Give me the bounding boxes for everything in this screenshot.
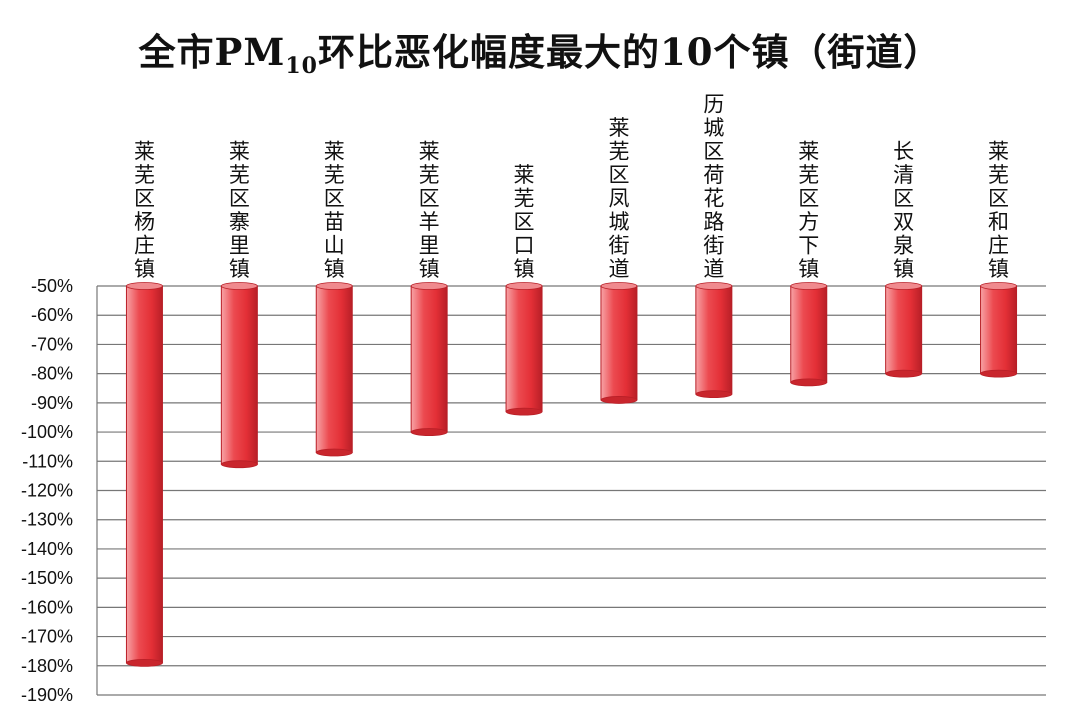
chart-title-main: 全市PM — [138, 30, 286, 74]
category-label: 历城区荷花路街道 — [703, 93, 724, 282]
bar — [980, 282, 1018, 378]
y-tick-label: -190% — [21, 685, 73, 705]
category-labels: 莱芜区杨庄镇 莱芜区寨里镇 莱芜区苗山镇 莱芜区羊里镇 莱芜区口镇 莱芜区凤城街道 历城区荷… — [134, 93, 1009, 282]
category-label: 长清区双泉镇 — [893, 140, 914, 282]
category-label: 莱芜区杨庄镇 — [134, 140, 155, 282]
chart-title-rest: 环比恶化幅度最大的10个镇（街道） — [317, 30, 942, 74]
y-tick-label: -180% — [21, 656, 73, 676]
category-label: 莱芜区苗山镇 — [324, 140, 345, 282]
y-tick-label: -90% — [31, 393, 73, 413]
bar — [410, 282, 448, 436]
bars — [125, 282, 1018, 667]
y-tick-label: -70% — [31, 334, 73, 354]
category-label: 莱芜区寨里镇 — [229, 140, 250, 282]
y-tick-label: -170% — [21, 627, 73, 647]
bar — [695, 282, 733, 398]
category-label: 莱芜区口镇 — [514, 163, 535, 281]
bar — [790, 282, 828, 387]
bar — [600, 282, 638, 404]
bar — [220, 282, 258, 469]
y-tick-label: -160% — [21, 597, 73, 617]
y-tick-label: -140% — [21, 539, 73, 559]
y-tick-label: -60% — [31, 305, 73, 325]
y-axis-ticks: -50% -60% -70% -80% -90% -100% -110% -120% -130%… — [21, 276, 73, 705]
y-tick-label: -100% — [21, 422, 73, 442]
y-tick-label: -130% — [21, 510, 73, 530]
bar — [315, 282, 353, 457]
y-tick-label: -50% — [31, 276, 73, 296]
category-label: 莱芜区和庄镇 — [988, 140, 1009, 282]
chart-title: 全市PM10环比恶化幅度最大的10个镇（街道） — [0, 22, 1080, 79]
category-label: 莱芜区凤城街道 — [608, 116, 629, 281]
bar — [125, 282, 163, 667]
chart-title-subscript: 10 — [285, 53, 318, 79]
bar — [885, 282, 923, 378]
y-tick-label: -150% — [21, 568, 73, 588]
bar — [505, 282, 543, 416]
y-tick-label: -80% — [31, 364, 73, 384]
category-label: 莱芜区方下镇 — [798, 140, 819, 282]
category-label: 莱芜区羊里镇 — [419, 140, 440, 282]
y-tick-label: -110% — [22, 451, 73, 471]
y-tick-label: -120% — [21, 481, 73, 501]
